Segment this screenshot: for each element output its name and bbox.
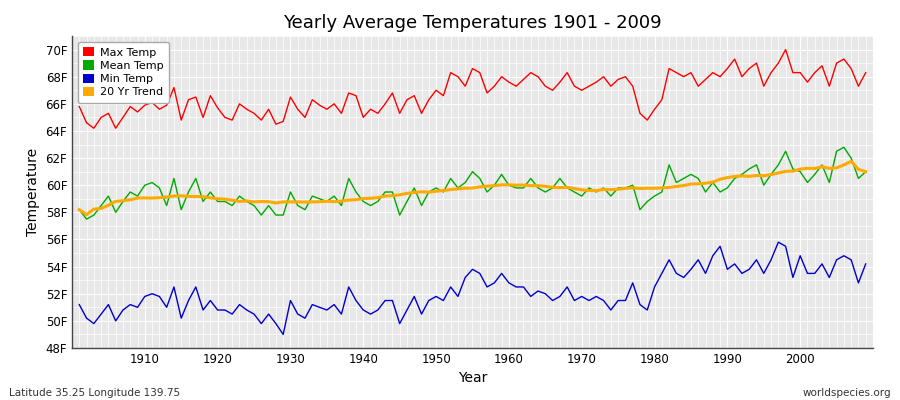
X-axis label: Year: Year [458, 372, 487, 386]
Title: Yearly Average Temperatures 1901 - 2009: Yearly Average Temperatures 1901 - 2009 [284, 14, 662, 32]
Y-axis label: Temperature: Temperature [26, 148, 40, 236]
Text: Latitude 35.25 Longitude 139.75: Latitude 35.25 Longitude 139.75 [9, 388, 180, 398]
Legend: Max Temp, Mean Temp, Min Temp, 20 Yr Trend: Max Temp, Mean Temp, Min Temp, 20 Yr Tre… [77, 42, 169, 103]
Text: worldspecies.org: worldspecies.org [803, 388, 891, 398]
